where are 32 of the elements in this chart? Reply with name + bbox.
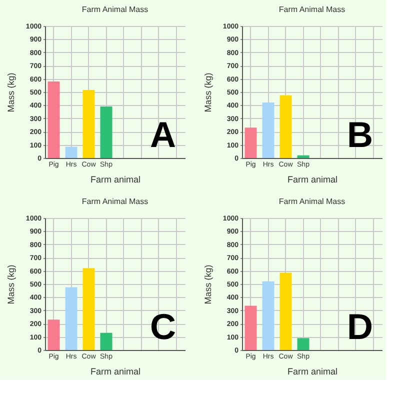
annotation: D xyxy=(347,306,373,347)
y-axis-title: Mass (kg) xyxy=(6,264,16,304)
annotation: C xyxy=(150,306,176,347)
annotation: B xyxy=(347,114,373,155)
x-axis-title: Farm animal xyxy=(90,366,141,376)
x-axis-title: Farm animal xyxy=(287,366,338,376)
bar xyxy=(65,287,78,350)
bar xyxy=(280,95,292,158)
y-axis-title: Mass (kg) xyxy=(6,72,16,112)
chart-title: Farm Animal Mass xyxy=(82,197,148,206)
bar xyxy=(262,102,274,158)
chart-title: Farm Animal Mass xyxy=(278,5,346,14)
bar xyxy=(262,281,274,350)
bar xyxy=(82,90,95,158)
bar xyxy=(244,128,257,158)
bar xyxy=(100,332,112,350)
bar xyxy=(100,106,112,158)
y-axis-title: Mass (kg) xyxy=(202,264,213,304)
bar xyxy=(297,155,310,158)
x-axis-title: Farm animal xyxy=(90,174,141,184)
bar xyxy=(244,306,257,350)
x-axis-title: Farm animal xyxy=(287,174,338,184)
bar xyxy=(65,146,78,158)
chart-title: Farm Animal Mass xyxy=(278,197,346,206)
bar xyxy=(48,81,60,158)
annotation: A xyxy=(150,114,176,155)
y-axis-title: Mass (kg) xyxy=(202,72,213,112)
chart-title: Farm Animal Mass xyxy=(82,5,148,14)
bar xyxy=(280,272,292,350)
bar xyxy=(48,320,60,350)
bar xyxy=(297,338,310,350)
bar xyxy=(82,268,95,350)
